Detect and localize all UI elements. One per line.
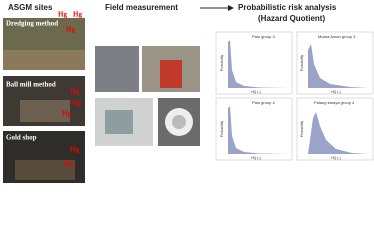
hg-label: Hg (72, 100, 81, 108)
photo (160, 60, 182, 88)
header: (Hazard Quotient) (258, 14, 325, 23)
histogram (228, 106, 288, 154)
site-label: Gold shop (6, 134, 37, 142)
histogram (308, 44, 368, 88)
figure: ASGM sites Field measurement Probabilist… (3, 3, 374, 183)
site-label: Dredging method (6, 20, 58, 28)
hg-label: Hg (62, 110, 71, 118)
panel: Palu group 4 Probability HQ (-) (215, 97, 293, 161)
hg-label: Hg (70, 146, 79, 154)
panel: Palang karaya group 4 Probability HQ (-) (296, 97, 374, 161)
photo (172, 115, 186, 129)
site-label: Ball mill method (6, 81, 56, 89)
panel-title: Palu group 3 (252, 34, 275, 39)
y-label: Probability (220, 121, 224, 138)
arrow-head (228, 5, 234, 11)
y-label: Probability (220, 55, 224, 72)
photo (3, 50, 85, 70)
photo (95, 46, 139, 92)
histogram (228, 40, 288, 88)
photo (20, 100, 70, 122)
hg-label: Hg (70, 88, 79, 96)
hg-label: Hg (66, 26, 75, 34)
panel-title: Palu group 4 (252, 100, 275, 105)
y-label: Probability (300, 55, 304, 72)
photo (105, 110, 133, 134)
panel-title: Muara Aman group 3 (318, 34, 356, 39)
x-label: HQ (-) (251, 90, 261, 94)
header: ASGM sites (8, 3, 53, 12)
panel-frame (215, 97, 293, 161)
hg-label: Hg (64, 160, 73, 168)
hg-label: Hg (58, 11, 67, 19)
page: {"header": {"sites": "ASGM sites", "fiel… (3, 3, 374, 183)
y-label: Probability (300, 121, 304, 138)
photo (15, 160, 75, 180)
panel-frame (215, 31, 293, 95)
hg-label: Hg (73, 11, 82, 19)
panel: Palu group 3 Probability HQ (-) (215, 31, 293, 95)
header: Field measurement (105, 3, 178, 12)
panel-title: Palang karaya group 4 (314, 100, 355, 105)
header: Probabilistic risk analysis (238, 3, 337, 12)
x-label: HQ (-) (331, 156, 341, 160)
panel: Muara Aman group 3 Probability HQ (-) (296, 31, 374, 95)
x-label: HQ (-) (331, 90, 341, 94)
histogram (308, 112, 368, 154)
x-label: HQ (-) (251, 156, 261, 160)
